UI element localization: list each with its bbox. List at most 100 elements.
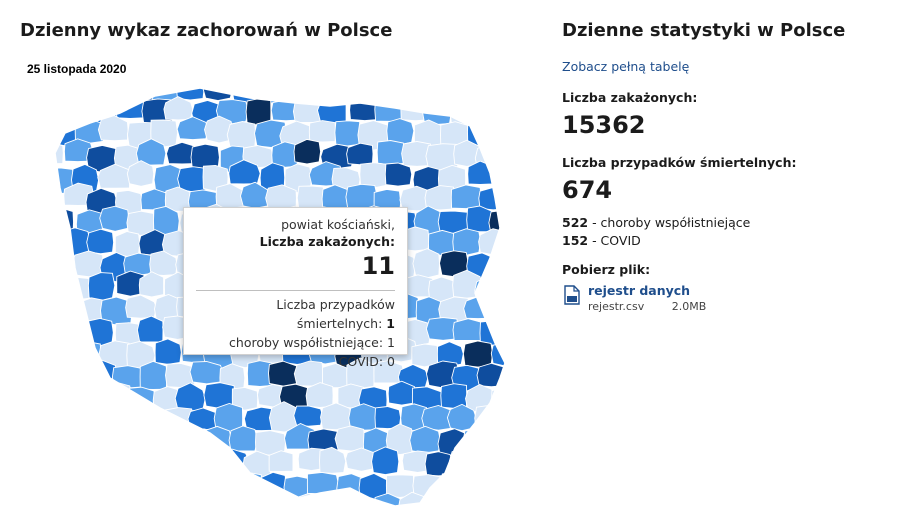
district[interactable] [114,231,141,257]
district[interactable] [64,358,92,385]
district[interactable] [138,495,168,514]
download-file-link[interactable]: rejestr danych [588,283,691,298]
district[interactable] [139,360,168,390]
district[interactable] [346,498,375,513]
district[interactable] [412,248,440,279]
district[interactable] [516,431,520,454]
district[interactable] [518,249,520,275]
district[interactable] [479,320,505,346]
district[interactable] [126,160,155,187]
district[interactable] [226,121,257,151]
district[interactable] [86,359,118,386]
district[interactable] [243,493,276,513]
district[interactable] [518,78,520,98]
district[interactable] [409,425,441,454]
district[interactable] [513,297,520,325]
document-icon[interactable] [564,285,580,305]
district[interactable] [50,475,81,501]
district[interactable] [491,78,520,106]
district[interactable] [86,496,117,513]
district[interactable] [97,163,131,189]
district[interactable] [87,272,116,301]
district[interactable] [176,116,210,141]
district[interactable] [477,452,507,481]
district[interactable] [164,450,197,475]
district[interactable] [502,450,520,477]
district[interactable] [293,138,322,165]
district[interactable] [138,271,165,298]
district[interactable] [308,120,337,143]
district[interactable] [114,403,142,434]
district[interactable] [360,78,391,97]
district[interactable] [258,471,287,500]
district[interactable] [73,472,102,498]
district[interactable] [384,162,413,187]
district[interactable] [154,338,182,365]
district[interactable] [50,430,78,458]
district[interactable] [317,94,347,125]
district[interactable] [177,427,208,452]
district[interactable] [346,142,374,166]
district[interactable] [232,471,263,495]
district[interactable] [462,340,494,368]
district[interactable] [193,448,221,474]
district[interactable] [57,404,87,435]
district[interactable] [490,423,521,453]
district[interactable] [427,495,455,513]
district[interactable] [50,451,66,475]
district[interactable] [50,278,63,305]
district[interactable] [193,493,223,513]
district[interactable] [122,470,152,494]
district[interactable] [281,78,315,103]
district[interactable] [215,99,250,125]
district[interactable] [59,490,91,513]
district[interactable] [50,385,76,411]
district[interactable] [479,98,505,127]
district[interactable] [307,428,340,452]
district[interactable] [452,228,482,256]
district[interactable] [452,318,484,341]
district[interactable] [517,472,520,497]
district[interactable] [153,427,183,455]
district[interactable] [71,429,103,457]
district[interactable] [424,185,455,211]
district[interactable] [453,139,480,167]
district[interactable] [346,357,376,389]
district[interactable] [50,316,66,339]
district[interactable] [451,492,482,513]
district[interactable] [84,408,117,434]
district[interactable] [89,447,118,473]
district[interactable] [101,381,133,408]
district[interactable] [162,497,194,513]
district[interactable] [389,79,419,101]
district[interactable] [504,315,520,344]
district[interactable] [507,361,521,384]
district[interactable] [488,118,519,145]
district[interactable] [387,380,416,406]
district[interactable] [231,386,259,411]
district[interactable] [135,138,167,166]
district[interactable] [334,425,365,452]
district[interactable] [50,248,74,275]
district[interactable] [142,450,169,478]
district[interactable] [265,492,299,513]
district[interactable] [502,99,520,124]
district[interactable] [517,165,520,193]
district[interactable] [464,81,496,108]
district[interactable] [293,405,324,427]
district[interactable] [111,365,145,389]
district[interactable] [508,188,520,212]
district[interactable] [50,407,66,430]
district[interactable] [97,115,129,142]
district[interactable] [206,473,234,499]
district[interactable] [103,80,131,105]
district[interactable] [376,140,406,166]
district[interactable] [307,80,336,103]
district[interactable] [136,315,164,343]
district[interactable] [479,494,509,513]
district[interactable] [60,276,90,301]
district[interactable] [98,426,127,457]
district[interactable] [72,382,104,410]
district[interactable] [57,318,88,347]
district[interactable] [50,360,65,388]
